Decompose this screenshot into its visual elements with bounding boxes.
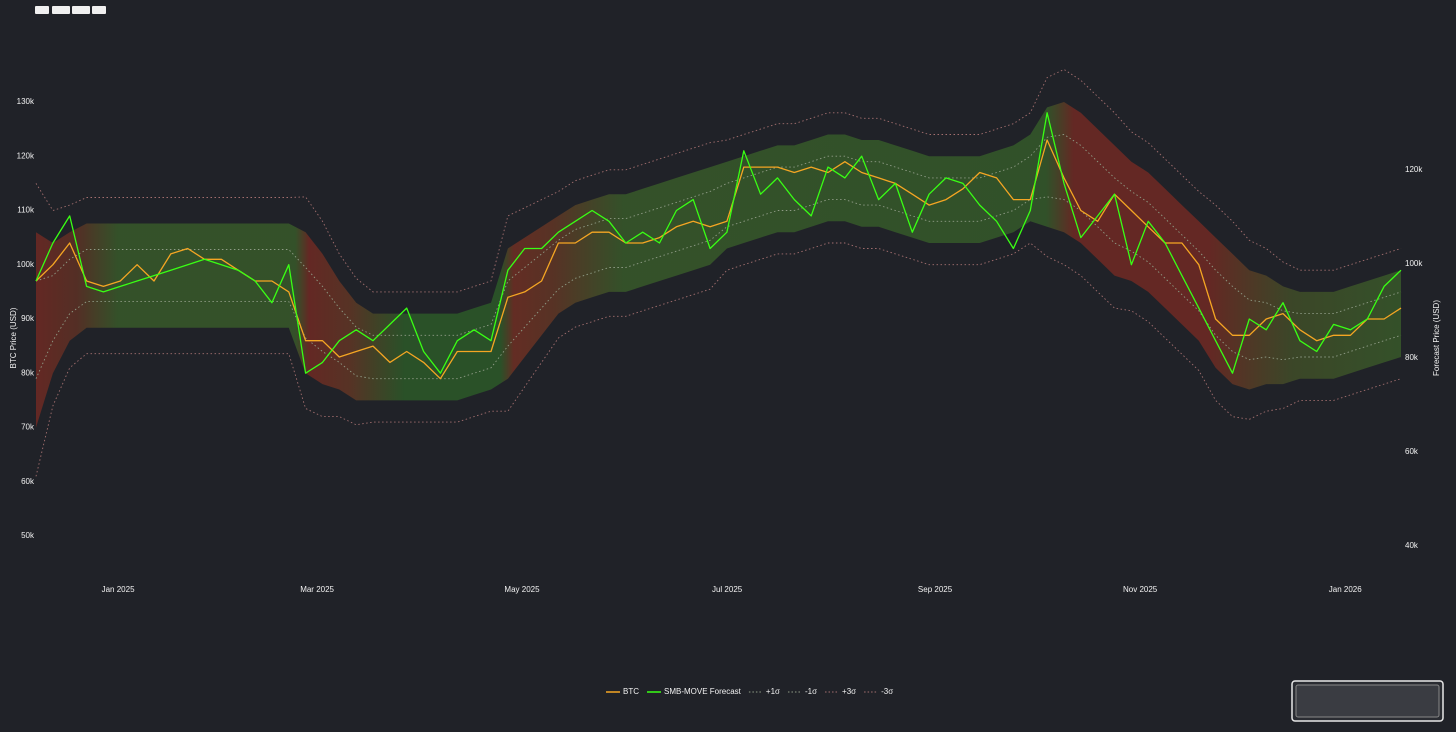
series-line — [35, 196, 1402, 380]
legend-label: BTC — [623, 687, 639, 696]
y-tick-label: 130k — [17, 97, 35, 106]
series-line — [35, 68, 1402, 293]
y2-tick-label: 100k — [1405, 259, 1423, 268]
line-layer — [35, 68, 1402, 477]
y2-tick-label: 40k — [1405, 541, 1419, 550]
y-axis-label: BTC Price (USD) — [9, 307, 18, 368]
legend-label: -1σ — [805, 687, 817, 696]
y-tick-label: 70k — [21, 423, 35, 432]
y-tick-label: 80k — [21, 368, 35, 377]
range-slider-window[interactable] — [1295, 684, 1440, 718]
x-tick-label: Sep 2025 — [918, 585, 953, 594]
toolbar-button[interactable] — [52, 6, 70, 14]
x-tick-label: Jul 2025 — [712, 585, 743, 594]
x-tick-label: Jan 2026 — [1329, 585, 1362, 594]
toolbar-button[interactable] — [92, 6, 106, 14]
band-fill — [36, 102, 1401, 428]
y2-axis-label: Forecast Price (USD) — [1432, 300, 1441, 376]
y-tick-label: 100k — [17, 260, 35, 269]
x-tick-label: May 2025 — [504, 585, 540, 594]
x-tick-label: Nov 2025 — [1123, 585, 1158, 594]
band-layer — [36, 102, 1401, 428]
series-line — [35, 112, 1402, 374]
legend-label: SMB-MOVE Forecast — [664, 687, 742, 696]
x-tick-label: Mar 2025 — [300, 585, 334, 594]
x-tick-label: Jan 2025 — [102, 585, 135, 594]
series-line — [35, 242, 1402, 477]
y-tick-label: 50k — [21, 531, 35, 540]
toolbar-button[interactable] — [35, 6, 49, 14]
legend-label: +3σ — [842, 687, 856, 696]
legend-label: -3σ — [881, 687, 893, 696]
legend-label: +1σ — [766, 687, 780, 696]
y2-tick-label: 60k — [1405, 447, 1419, 456]
y-tick-label: 120k — [17, 151, 35, 160]
toolbar — [35, 6, 106, 14]
y2-tick-label: 120k — [1405, 165, 1423, 174]
y-tick-label: 90k — [21, 314, 35, 323]
y2-tick-label: 80k — [1405, 353, 1419, 362]
series-line — [35, 134, 1402, 336]
y-tick-label: 60k — [21, 477, 35, 486]
toolbar-button[interactable] — [72, 6, 90, 14]
legend: BTC SMB-MOVE Forecast +1σ -1σ +3σ -3σ — [606, 687, 893, 696]
series-line — [35, 139, 1402, 380]
y-tick-label: 110k — [17, 206, 35, 215]
